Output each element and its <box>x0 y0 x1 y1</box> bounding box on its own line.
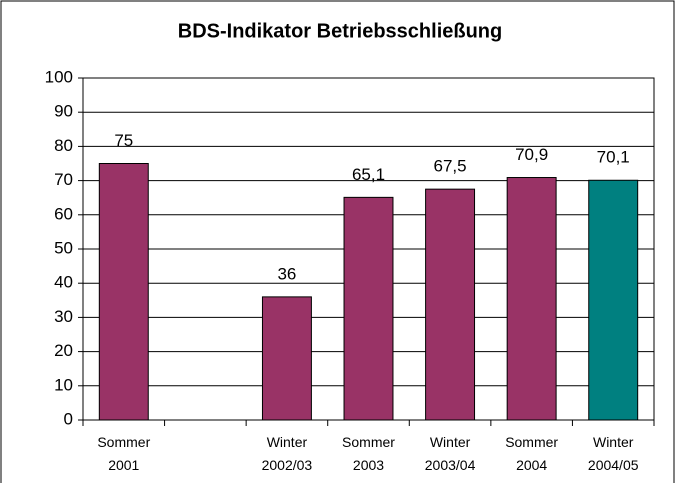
bar <box>343 196 394 421</box>
bar <box>261 296 312 421</box>
bar <box>588 179 639 421</box>
y-tick-label: 90 <box>54 102 73 121</box>
y-tick-label: 70 <box>54 170 73 189</box>
y-tick-label: 60 <box>54 204 73 223</box>
x-tick-label: Sommer 2003 <box>342 434 395 473</box>
y-tick-label: 80 <box>54 136 73 155</box>
bar <box>425 188 476 421</box>
value-label: 67,5 <box>434 157 467 176</box>
y-tick-label: 40 <box>54 273 73 292</box>
value-label: 70,9 <box>515 145 548 164</box>
y-tick-label: 0 <box>64 409 73 428</box>
value-label: 75 <box>114 131 133 150</box>
y-tick-label: 30 <box>54 307 73 326</box>
x-tick-label: Sommer 2004 <box>505 434 558 473</box>
value-label: 70,1 <box>597 148 630 167</box>
chart-title: BDS-Indikator Betriebsschließung <box>178 20 503 42</box>
value-label: 36 <box>277 264 296 283</box>
y-tick-label: 10 <box>54 375 73 394</box>
bar <box>506 177 557 421</box>
x-tick-label: Winter 2004/05 <box>588 434 639 473</box>
x-tick-label: Sommer 2001 <box>97 434 150 473</box>
value-label: 65,1 <box>352 165 385 184</box>
y-tick-label: 100 <box>45 67 73 86</box>
bar <box>98 163 149 421</box>
x-tick-label: Winter 2003/04 <box>425 434 476 473</box>
x-tick-label: Winter 2002/03 <box>262 434 313 473</box>
y-tick-label: 50 <box>54 238 73 257</box>
y-tick-label: 20 <box>54 341 73 360</box>
